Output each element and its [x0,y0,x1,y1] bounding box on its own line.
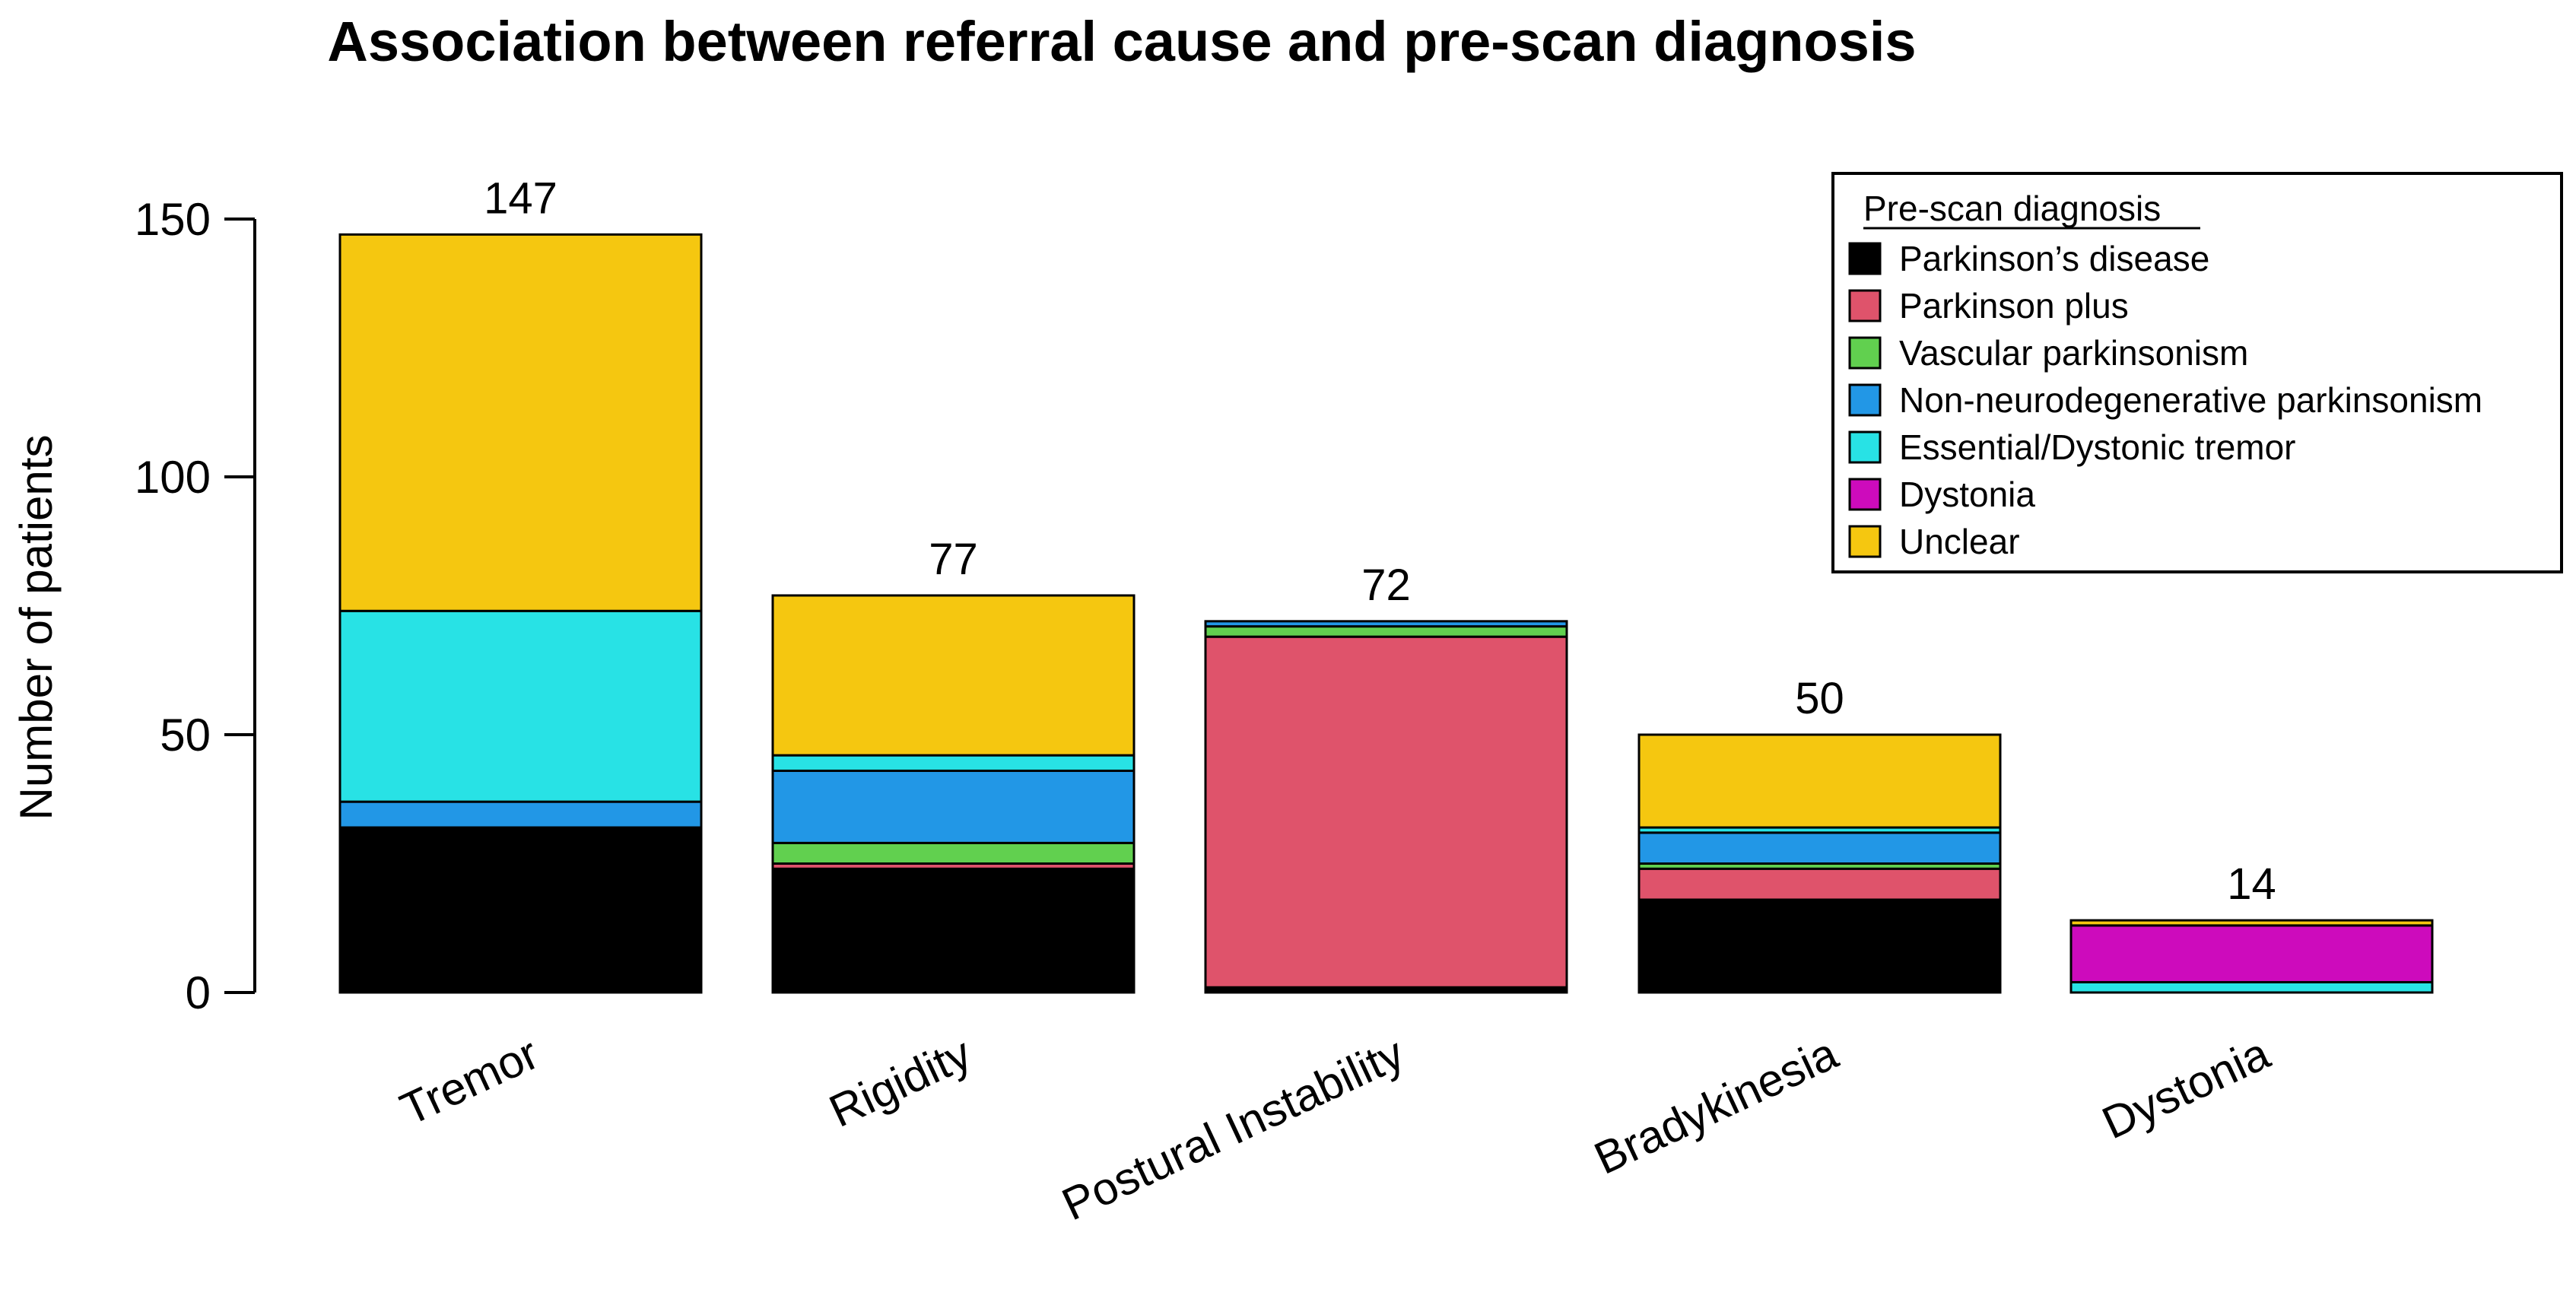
legend-swatch-parkinson-plus [1848,289,1882,322]
legend-item-unclear: Unclear [1848,522,2020,561]
bar-segment-tremor-unclear [338,233,703,612]
bars-group [338,233,2434,994]
x-label-postural-instability: Postural Instability [1054,1027,1412,1230]
bar-segment-rigidity-vascular-parkinsonism [771,841,1136,865]
bar-segment-rigidity-parkinson-s-disease [771,867,1136,994]
bar-segment-bradykinesia-non-neurodegenerative-parkinsonism [1637,831,2002,865]
bar-segment-dystonia-essential-dystonic-tremor [2069,980,2434,994]
y-axis: 0 50 100 150 [135,194,256,1018]
total-label-postural-instability: 72 [1361,561,1411,610]
bar-segment-rigidity-essential-dystonic-tremor [771,754,1136,772]
chart-title: Association between referral cause and p… [327,10,1916,73]
bar-total-labels: 147 77 72 50 14 [484,173,2276,909]
bar-segment-tremor-essential-dystonic-tremor [338,609,703,803]
legend-item-essential-dystonic-tremor: Essential/Dystonic tremor [1848,427,2296,467]
legend-label-parkinson-s-disease: Parkinson’s disease [1899,239,2209,278]
x-axis-category-labels: Tremor Rigidity Postural Instability Bradyk… [392,1027,2277,1231]
bar-dystonia [2069,919,2434,994]
bar-postural-instability [1204,620,1568,994]
legend-label-non-neurodegenerative-parkinsonism: Non-neurodegenerative parkinsonism [1899,380,2482,420]
legend-item-dystonia: Dystonia [1848,475,2035,514]
legend-swatch-vascular-parkinsonism [1848,336,1882,370]
legend-box [1831,172,2563,573]
total-label-bradykinesia: 50 [1795,674,1844,723]
bar-segment-bradykinesia-unclear [1637,733,2002,829]
legend-swatch-dystonia [1848,478,1882,511]
bar-segment-tremor-parkinson-s-disease [338,826,703,994]
legend-item-parkinson-plus: Parkinson plus [1848,286,2129,326]
legend-swatch-parkinson-s-disease [1848,242,1882,275]
legend-item-vascular-parkinsonism: Vascular parkinsonism [1848,333,2248,373]
legend-title: Pre-scan diagnosis [1863,189,2161,228]
total-label-rigidity: 77 [929,535,978,584]
legend-swatch-essential-dystonic-tremor [1848,430,1882,464]
bar-rigidity [771,594,1136,994]
bar-segment-tremor-non-neurodegenerative-parkinsonism [338,800,703,829]
y-tick-label-50: 50 [160,710,211,761]
y-tick-label-100: 100 [135,452,211,503]
bar-segment-postural-instability-vascular-parkinsonism [1204,625,1568,638]
legend-swatch-non-neurodegenerative-parkinsonism [1848,383,1882,417]
bar-segment-rigidity-non-neurodegenerative-parkinsonism [771,769,1136,844]
legend-label-dystonia: Dystonia [1899,475,2035,514]
bar-bradykinesia [1637,733,2002,994]
bar-segment-dystonia-dystonia [2069,924,2434,983]
bar-segment-postural-instability-non-neurodegenerative-parkinsonism [1204,620,1568,628]
total-label-dystonia: 14 [2227,859,2276,909]
legend-label-parkinson-plus: Parkinson plus [1899,286,2129,326]
bar-segment-bradykinesia-parkinson-s-disease [1637,898,2002,994]
x-label-dystonia: Dystonia [2095,1027,2277,1149]
legend-swatch-unclear [1848,525,1882,558]
legend-items: Parkinson’s disease Parkinson plus Vascula… [1848,239,2482,561]
total-label-tremor: 147 [484,173,557,223]
y-tick-label-0: 0 [186,967,211,1018]
legend-label-vascular-parkinsonism: Vascular parkinsonism [1899,333,2248,373]
y-tick-label-150: 150 [135,194,211,245]
legend-label-unclear: Unclear [1899,522,2020,561]
y-axis-label: Number of patients [11,435,62,821]
x-label-tremor: Tremor [392,1027,546,1135]
bar-segment-dystonia-unclear [2069,919,2434,927]
legend-label-essential-dystonic-tremor: Essential/Dystonic tremor [1899,427,2296,467]
x-label-bradykinesia: Bradykinesia [1587,1027,1845,1184]
bar-segment-bradykinesia-parkinson-plus [1637,867,2002,901]
x-label-rigidity: Rigidity [821,1027,979,1137]
legend-item-non-neurodegenerative-parkinsonism: Non-neurodegenerative parkinsonism [1848,380,2482,420]
bar-tremor [338,233,703,994]
legend-item-parkinson-s-disease: Parkinson’s disease [1848,239,2209,278]
bar-segment-postural-instability-parkinson-plus [1204,635,1568,989]
bar-segment-rigidity-unclear [771,594,1136,757]
legend: Pre-scan diagnosis Parkinson’s diseasePa… [1831,172,2563,573]
